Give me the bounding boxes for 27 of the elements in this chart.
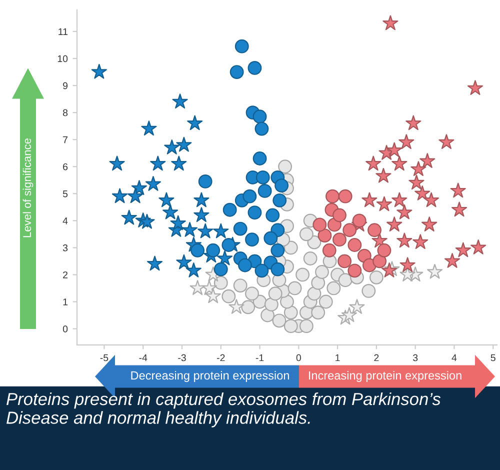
x-tick-label: -2	[217, 354, 225, 362]
x-tick-label: -1	[256, 354, 264, 362]
y-tick-label: 5	[62, 190, 68, 198]
y-tick-label: 0	[62, 326, 68, 332]
y-tick-label: 2	[63, 271, 68, 278]
x-tick-label: 1	[336, 354, 340, 362]
y-tick-label: 3	[62, 244, 68, 252]
x-tick-label: 4	[452, 354, 457, 362]
y-tick-label: 6	[63, 163, 68, 170]
y-tick-label: 10	[58, 55, 68, 62]
x-tick-label: 2	[374, 354, 379, 362]
x-tick-label: -5	[100, 354, 108, 362]
x-tick-label: 3	[413, 354, 418, 362]
x-tick-label: -3	[178, 354, 186, 362]
x-tick-label: -4	[139, 354, 148, 362]
y-tick-label: 4	[62, 218, 68, 224]
text: Proteins present in captured exosomes from Parkinson’s Disease and normal healthy individuals.	[6, 392, 441, 428]
text: Decreasing protein expression	[131, 370, 289, 382]
y-tick-label: 7	[63, 136, 68, 144]
y-tick-label: 8	[62, 109, 68, 116]
y-tick-label: 9	[63, 82, 68, 90]
y-tick-label: 11	[58, 28, 68, 36]
text: Level of significance	[22, 138, 34, 238]
x-tick-label: 0	[296, 354, 301, 362]
text: Increasing protein expression	[308, 370, 462, 382]
y-tick-label: 1	[63, 298, 68, 306]
x-tick-label: 5	[490, 354, 496, 362]
